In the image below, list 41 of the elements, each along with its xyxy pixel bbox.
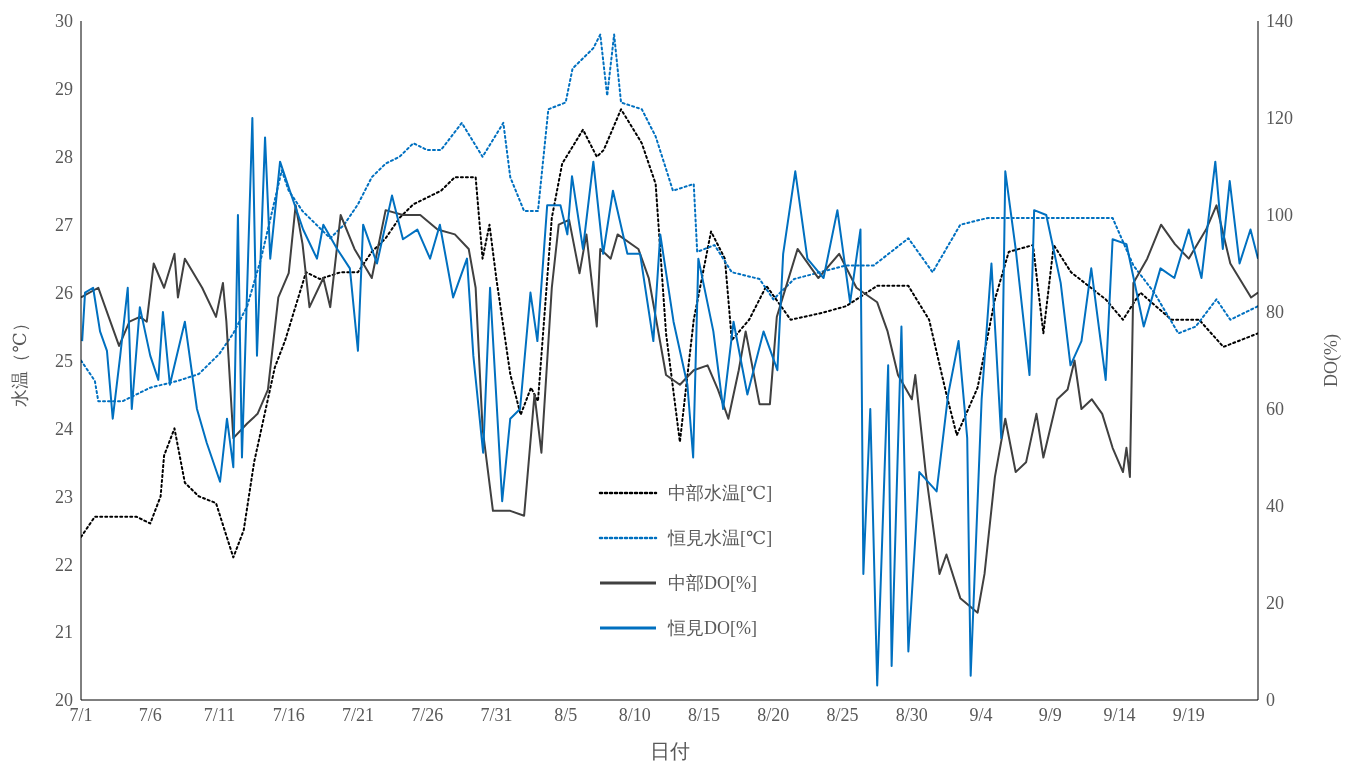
x-axis-title: 日付 <box>649 740 690 762</box>
y-tick-label: 30 <box>55 11 73 32</box>
y-tick-label: 21 <box>55 622 73 643</box>
y2-axis-title: DO(%) <box>1321 334 1343 387</box>
y-tick-label: 26 <box>55 282 73 303</box>
y-tick-label: 22 <box>55 554 73 575</box>
x-tick-label: 8/5 <box>554 704 578 725</box>
x-tick-label: 7/11 <box>203 704 236 725</box>
x-tick-label: 9/4 <box>969 704 993 725</box>
y2-tick-label: 140 <box>1266 11 1293 32</box>
x-tick-label: 8/30 <box>895 704 928 725</box>
y-tick-label: 28 <box>55 147 73 168</box>
y-tick-label: 29 <box>55 79 73 100</box>
y2-tick-label: 80 <box>1266 302 1284 323</box>
y-axis-title: 水温（℃） <box>10 314 31 407</box>
x-tick-label: 8/25 <box>826 704 859 725</box>
x-tick-label: 9/9 <box>1038 704 1062 725</box>
x-tick-label: 7/26 <box>411 704 444 725</box>
y2-tick-label: 0 <box>1266 690 1275 711</box>
y-tick-label: 24 <box>55 418 73 439</box>
y2-tick-label: 60 <box>1266 399 1284 420</box>
y2-tick-label: 100 <box>1266 205 1293 226</box>
y2-tick-label: 40 <box>1266 496 1284 517</box>
x-tick-label: 8/15 <box>688 704 721 725</box>
x-tick-label: 8/20 <box>757 704 790 725</box>
x-tick-label: 7/6 <box>138 704 162 725</box>
legend-label: 中部水温[℃] <box>668 481 773 505</box>
x-tick-label: 7/21 <box>341 704 374 725</box>
x-tick-label: 8/10 <box>618 704 651 725</box>
x-tick-label: 7/31 <box>480 704 513 725</box>
x-tick-label: 9/14 <box>1103 704 1136 725</box>
y2-tick-label: 120 <box>1266 108 1293 129</box>
x-tick-label: 7/16 <box>272 704 305 725</box>
legend-label: 中部DO[%] <box>668 571 757 595</box>
y-tick-label: 23 <box>55 486 73 507</box>
legend-label: 恒見水温[℃] <box>668 526 773 550</box>
y-tick-label: 25 <box>55 350 73 371</box>
x-tick-label: 9/19 <box>1172 704 1205 725</box>
legend-label: 恒見DO[%] <box>668 616 757 640</box>
y2-tick-label: 20 <box>1266 593 1284 614</box>
y-tick-label: 27 <box>55 215 73 236</box>
